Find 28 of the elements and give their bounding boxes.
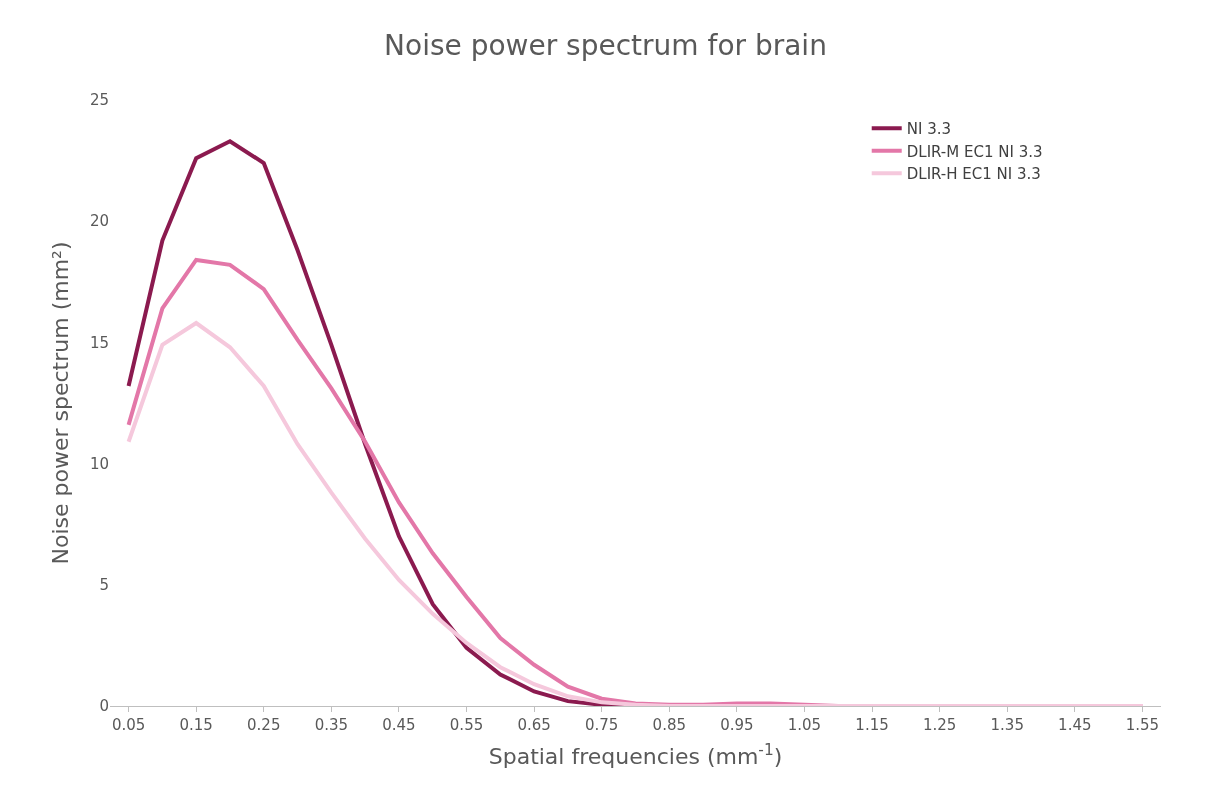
legend-label: DLIR-H EC1 NI 3.3: [906, 165, 1041, 184]
legend-label: DLIR-M EC1 NI 3.3: [906, 142, 1043, 161]
x-tick-label: 0.25: [247, 716, 281, 734]
chart-title: Noise power spectrum for brain: [384, 29, 827, 63]
x-tick-label: 0.55: [449, 716, 484, 734]
y-tick-label: 0: [99, 697, 109, 716]
x-tick-label: 1.15: [855, 716, 889, 734]
y-tick-label: 10: [89, 454, 109, 473]
x-tick-label: 0.05: [111, 716, 146, 734]
x-tick-label: 0.45: [382, 716, 416, 734]
x-tick-label: 0.15: [179, 716, 213, 734]
x-tick-label: 1.55: [1125, 716, 1160, 734]
x-tick-label: 1.25: [922, 716, 957, 734]
x-tick-label: 0.35: [314, 716, 349, 734]
y-tick-label: 15: [89, 333, 109, 352]
x-tick-label: 0.85: [652, 716, 686, 734]
x-axis-title: Spatial frequencies (mm$^{-1}$): [488, 740, 783, 769]
x-tick-label: 1.35: [990, 716, 1024, 734]
y-tick-label: 20: [89, 212, 109, 231]
x-tick-label: 1.45: [1058, 716, 1092, 734]
y-tick-label: 5: [99, 576, 109, 595]
x-tick-label: 0.65: [517, 716, 551, 734]
x-tick-label: 1.05: [787, 716, 822, 734]
y-tick-label: 25: [89, 91, 109, 110]
legend-label: NI 3.3: [906, 120, 951, 139]
x-tick-label: 0.95: [720, 716, 754, 734]
y-axis-title: Noise power spectrum (mm²): [47, 241, 73, 565]
x-tick-label: 0.75: [585, 716, 619, 734]
